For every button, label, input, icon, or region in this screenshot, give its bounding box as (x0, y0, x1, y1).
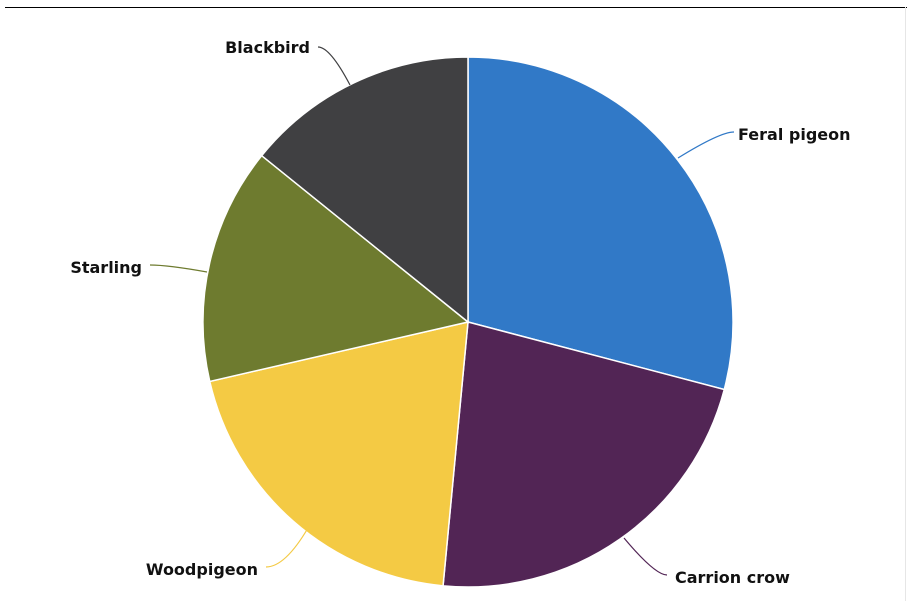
pie-slice-woodpigeon (208, 321, 469, 587)
leader-line-blackbird (317, 46, 351, 86)
pie-slices (202, 56, 734, 588)
leader-line-starling (149, 264, 208, 273)
leader-line-carrion-crow (623, 537, 668, 576)
slice-label-feral-pigeon: Feral pigeon (738, 125, 851, 144)
pie-slice-carrion-crow (442, 321, 726, 588)
slice-label-carrion-crow: Carrion crow (675, 568, 790, 587)
slice-label-starling: Starling (70, 258, 142, 277)
top-border-line (5, 7, 907, 8)
pie-leader-lines (149, 46, 735, 576)
pie-labels: Feral pigeon Carrion crow Woodpigeon Starli… (70, 38, 850, 587)
leader-line-feral-pigeon (677, 131, 735, 159)
slice-label-woodpigeon: Woodpigeon (146, 560, 258, 579)
pie-slice-starling (202, 154, 470, 383)
leader-line-woodpigeon (265, 527, 309, 568)
pie-slice-blackbird (260, 56, 469, 324)
right-border-line (905, 7, 906, 601)
slice-label-blackbird: Blackbird (225, 38, 310, 57)
pie-slice-feral-pigeon (467, 56, 734, 391)
